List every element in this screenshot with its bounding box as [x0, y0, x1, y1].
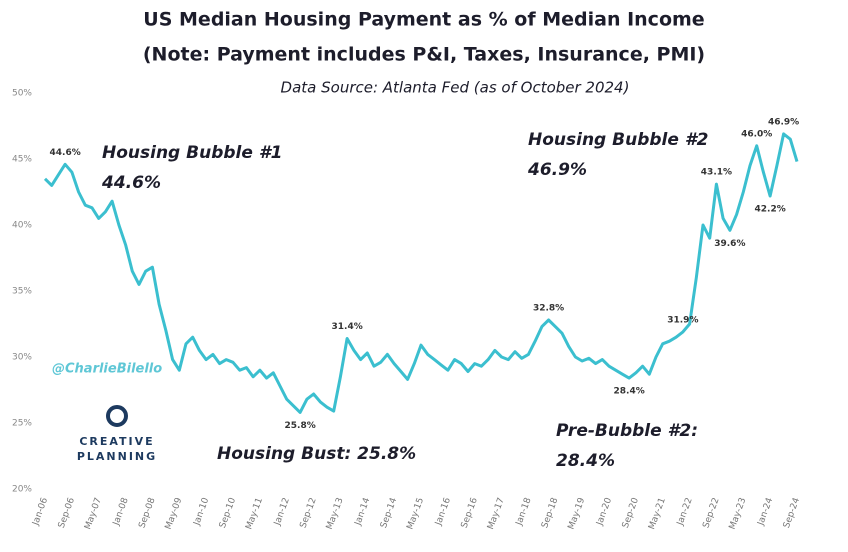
y-tick-label: 35% — [12, 287, 32, 297]
x-tick-label: Sep-16 — [460, 496, 480, 529]
data-label: 42.2% — [755, 204, 786, 214]
data-label: 31.9% — [667, 315, 698, 325]
x-tick-label: Sep-24 — [782, 496, 802, 529]
y-tick-label: 50% — [12, 89, 32, 99]
data-line — [43, 132, 799, 414]
annotation: Pre-Bubble #2: — [556, 421, 698, 441]
data-label: 39.6% — [714, 239, 745, 249]
logo-mark — [106, 405, 128, 427]
data-label: 31.4% — [332, 322, 363, 332]
y-tick-label: 25% — [12, 419, 32, 429]
x-tick-label: Jan-08 — [111, 496, 131, 527]
logo-text: CREATIVE — [79, 435, 154, 448]
chart-title: US Median Housing Payment as % of Median… — [143, 9, 704, 31]
x-tick-label: Sep-18 — [540, 496, 560, 529]
annotation: Housing Bubble #1 — [102, 143, 282, 163]
logo-text: PLANNING — [77, 450, 157, 463]
x-tick-label: Sep-22 — [701, 496, 721, 529]
annotation: Housing Bust: 25.8% — [217, 444, 416, 464]
x-tick-label: May-11 — [244, 496, 265, 531]
x-tick-label: Jan-22 — [675, 496, 695, 527]
x-tick-label: May-21 — [647, 496, 668, 531]
x-tick-label: May-23 — [728, 496, 749, 531]
data-label: 32.8% — [533, 304, 564, 314]
data-label: 46.9% — [768, 117, 799, 127]
data-label: 46.0% — [741, 129, 772, 139]
x-tick-label: Jan-06 — [31, 496, 51, 527]
data-label: 43.1% — [701, 168, 732, 178]
x-tick-label: May-09 — [164, 496, 185, 531]
x-tick-label: Jan-16 — [434, 496, 454, 527]
x-tick-label: May-13 — [325, 496, 346, 531]
x-tick-label: Jan-20 — [595, 496, 615, 527]
x-tick-label: May-19 — [567, 496, 588, 531]
logo: CREATIVE PLANNING — [77, 405, 157, 463]
x-tick-label: Sep-20 — [621, 496, 641, 529]
data-label: 44.6% — [50, 148, 81, 158]
x-tick-label: Jan-12 — [272, 496, 292, 527]
annotation: 44.6% — [101, 173, 161, 193]
annotation: Housing Bubble #2 — [528, 130, 708, 150]
x-tick-label: Sep-14 — [379, 496, 399, 529]
x-tick-label: May-15 — [405, 496, 426, 531]
annotation: 28.4% — [556, 451, 615, 471]
data-label: 28.4% — [614, 387, 645, 397]
y-tick-label: 30% — [12, 353, 32, 363]
x-tick-label: Jan-10 — [192, 496, 212, 527]
annotation: 46.9% — [527, 160, 587, 180]
y-tick-label: 40% — [12, 221, 32, 231]
x-tick-label: Jan-14 — [353, 496, 373, 527]
y-tick-label: 20% — [12, 485, 32, 495]
x-tick-label: Sep-12 — [299, 496, 319, 529]
source-note: Data Source: Atlanta Fed (as of October … — [281, 79, 630, 97]
y-tick-label: 45% — [12, 155, 32, 165]
x-tick-label: May-17 — [486, 496, 507, 531]
chart-subtitle: (Note: Payment includes P&I, Taxes, Insu… — [143, 44, 705, 66]
x-tick-label: Jan-18 — [514, 496, 534, 527]
x-tick-label: Sep-08 — [137, 496, 157, 529]
x-tick-label: May-07 — [83, 496, 104, 531]
data-label: 25.8% — [285, 421, 316, 431]
x-tick-label: Sep-06 — [57, 496, 77, 529]
watermark: @CharlieBilello — [52, 362, 162, 377]
x-tick-label: Jan-24 — [756, 496, 776, 527]
x-tick-label: Sep-10 — [218, 496, 238, 529]
